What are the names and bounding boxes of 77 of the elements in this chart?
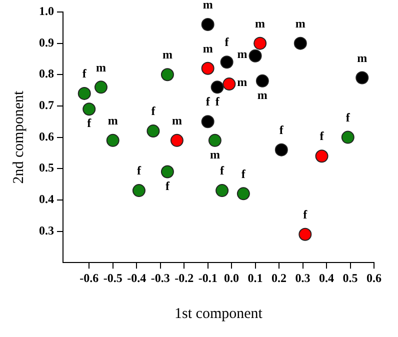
annotation: f (136, 164, 142, 178)
point (132, 184, 146, 198)
annotation: m (210, 148, 220, 162)
annotation: m (162, 48, 172, 62)
annotation: f (279, 122, 284, 137)
x-tick-label: -0.4 (127, 270, 146, 285)
x-tick-label: 0.3 (295, 270, 310, 285)
x-tick-label: 0.5 (342, 270, 358, 285)
x-tick-label: -0.5 (103, 270, 122, 285)
annotation: m (357, 50, 368, 65)
point (210, 80, 224, 94)
x-tick-label: -0.2 (174, 270, 194, 285)
y-tick-label: 0.4 (39, 192, 54, 206)
point (341, 130, 354, 144)
annotation: m (202, 0, 213, 12)
annotation: f (206, 94, 211, 109)
y-tick-label: 0.9 (39, 35, 54, 50)
point (356, 71, 369, 84)
annotation: f (87, 116, 92, 130)
x-tick-label: -0.6 (80, 270, 99, 285)
point (94, 80, 108, 94)
point (201, 18, 214, 32)
annotation: m (255, 16, 266, 30)
x-tick-label: 0.1 (248, 270, 263, 285)
x-tick-label: 0.4 (319, 270, 334, 285)
point (294, 36, 307, 50)
point (256, 74, 269, 88)
point (315, 150, 328, 163)
annotation: f (165, 178, 170, 193)
annotation: m (108, 114, 118, 128)
annotation: f (303, 208, 308, 222)
point (78, 86, 91, 100)
point (201, 62, 214, 75)
x-tick-label: -0.1 (198, 270, 218, 285)
x-tick-label: -0.3 (150, 270, 170, 285)
annotation: f (215, 94, 220, 108)
annotation: f (220, 164, 226, 178)
annotation: f (224, 35, 230, 50)
annotation: m (96, 60, 106, 74)
annotation: m (257, 88, 268, 102)
point (216, 184, 229, 198)
annotation: m (237, 75, 248, 90)
point (254, 36, 267, 50)
point (274, 143, 288, 156)
point (170, 134, 184, 147)
point (298, 228, 312, 241)
point (201, 115, 214, 128)
x-axis-title: 1st component (174, 306, 264, 322)
point (222, 78, 236, 91)
annotation: f (241, 166, 246, 181)
y-tick-label: 0.7 (39, 98, 54, 112)
x-tick-label: 0.6 (366, 270, 382, 285)
annotation: m (237, 46, 248, 61)
point (160, 165, 174, 178)
annotation: m (295, 16, 306, 30)
y-tick-label: 0.5 (39, 160, 54, 175)
x-tick-label: 0.0 (224, 270, 240, 285)
annotation: f (320, 129, 325, 144)
y-tick-label: 0.3 (39, 223, 54, 238)
point (208, 134, 222, 147)
annotation: f (151, 104, 156, 118)
x-tick-label: 0.2 (272, 270, 287, 285)
annotation: f (346, 110, 351, 124)
point (236, 187, 250, 200)
y-tick-label: 0.8 (39, 66, 54, 81)
point (160, 68, 174, 82)
point (248, 49, 262, 62)
point (220, 56, 234, 69)
y-axis-title: 2nd component (10, 90, 27, 184)
y-tick-label: 0.6 (39, 129, 54, 144)
annotation: m (172, 114, 182, 128)
annotation: f (82, 66, 88, 81)
y-tick-label: 1.0 (39, 4, 54, 18)
point (146, 124, 160, 138)
annotation: m (202, 41, 213, 56)
point (82, 102, 96, 116)
point (106, 134, 120, 147)
